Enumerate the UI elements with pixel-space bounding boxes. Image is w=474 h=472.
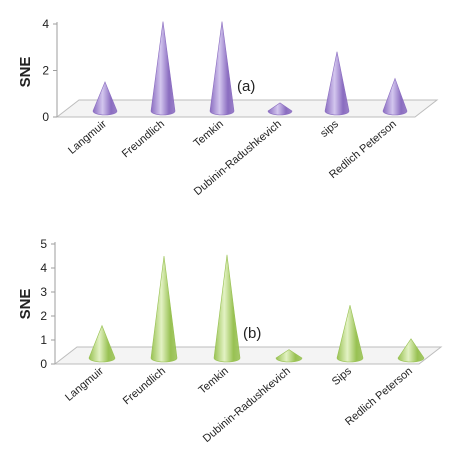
x-category-label: Freundlich — [121, 365, 168, 407]
y-tick-label: 0 — [42, 110, 49, 124]
y-tick-label: 3 — [40, 285, 47, 299]
panel-b-y-ticks: 0 1 2 3 4 5 — [40, 237, 55, 371]
x-category-label: Sips — [330, 365, 354, 388]
cone-body — [397, 338, 425, 363]
cone-mark — [336, 305, 364, 363]
cone-body — [275, 349, 303, 363]
x-category-label: Redlich Peterson — [343, 365, 415, 428]
cone-mark — [209, 21, 235, 116]
cone-mark — [397, 338, 425, 363]
y-tick-label: 2 — [40, 309, 47, 323]
y-tick-label: 1 — [40, 333, 47, 347]
panel-a-y-axis-label: SNE — [17, 57, 34, 88]
panel-b-cones — [88, 254, 425, 363]
cone-mark — [267, 102, 293, 116]
cone-body — [150, 255, 178, 363]
cone-mark — [382, 77, 408, 116]
cone-mark — [213, 254, 241, 363]
cone-body — [150, 21, 176, 116]
y-tick-label: 0 — [40, 357, 47, 371]
panel-a-cones — [92, 21, 408, 116]
cone-body — [209, 21, 235, 116]
chart-panel-a: 024 Langmuir Freundlich TemkinDubinin-Radu… — [17, 17, 439, 198]
panel-b-y-axis-label: SNE — [17, 289, 34, 320]
cone-mark — [88, 324, 116, 363]
cone-body — [324, 51, 350, 116]
panel-b-x-labels: Langmuir Freundlich TemkinDubinin-Radushke… — [63, 365, 415, 445]
panel-a-label: (a) — [237, 78, 255, 95]
panel-a-x-labels: Langmuir Freundlich TemkinDubinin-Radushke… — [66, 118, 399, 198]
cone-mark — [150, 255, 178, 363]
y-tick-label: 4 — [40, 261, 47, 275]
x-category-label: Temkin — [192, 118, 226, 150]
y-tick-label: 2 — [42, 64, 49, 78]
x-category-label: Langmuir — [63, 365, 106, 404]
cone-body — [382, 77, 408, 116]
cone-mark — [275, 349, 303, 363]
x-category-label: Langmuir — [66, 118, 109, 157]
cone-body — [92, 81, 118, 116]
x-category-label: sips — [318, 118, 341, 140]
cone-mark — [150, 21, 176, 116]
x-category-label: Freundlich — [120, 118, 167, 160]
cone-body — [336, 305, 364, 363]
cone-body — [213, 254, 241, 363]
y-tick-label: 4 — [42, 17, 49, 31]
x-category-label: Temkin — [197, 365, 231, 397]
cone-body — [267, 102, 293, 116]
cone-body — [88, 324, 116, 363]
panel-b-label: (b) — [243, 325, 261, 342]
panel-a-y-ticks: 0 2 4 — [42, 17, 57, 124]
cone-mark — [92, 81, 118, 116]
y-tick-label: 5 — [40, 237, 47, 251]
cone-mark — [324, 51, 350, 116]
